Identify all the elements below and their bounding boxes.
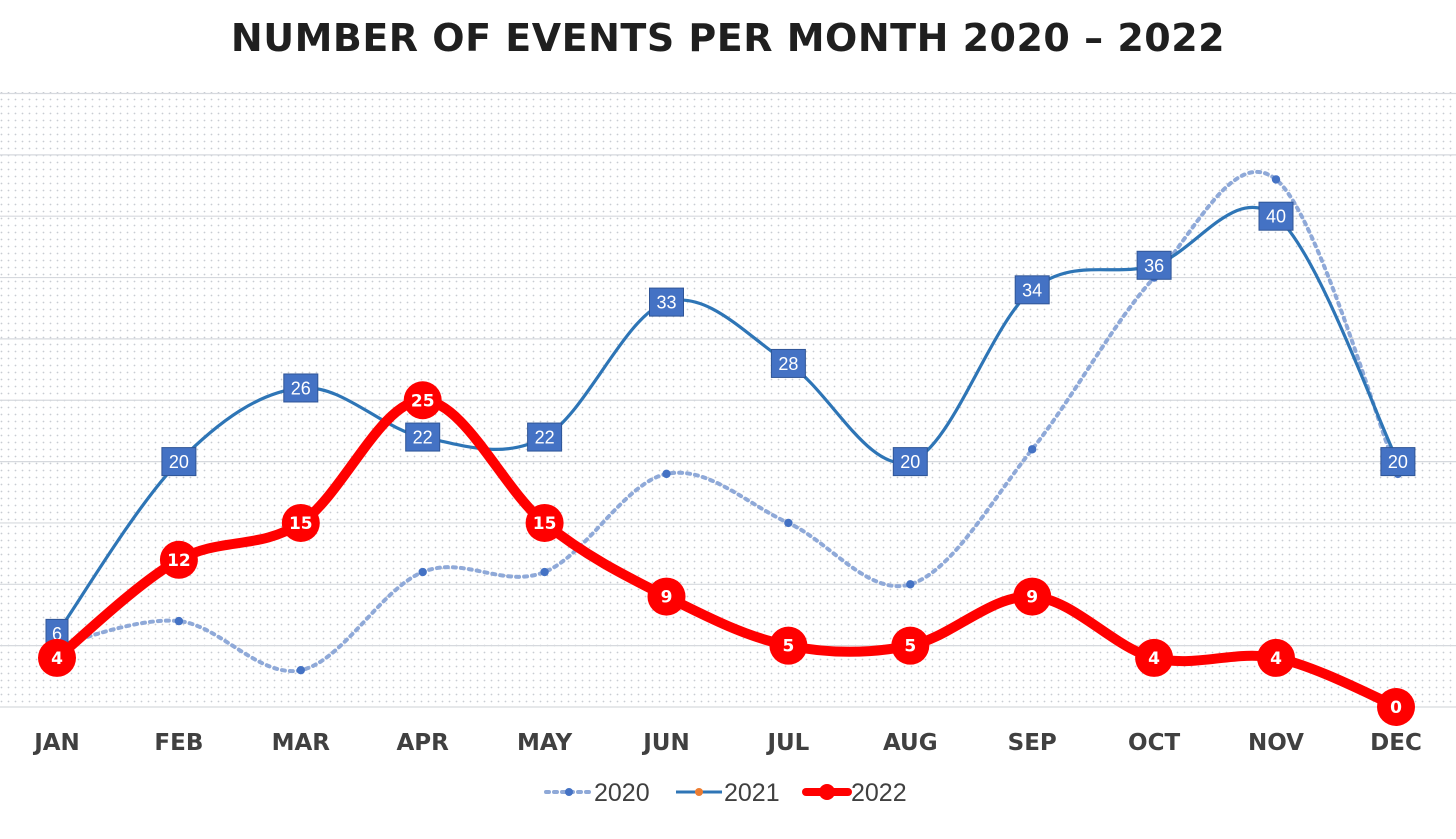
data-label-2021: 22 bbox=[413, 428, 433, 448]
x-tick-label: DEC bbox=[1370, 730, 1422, 756]
legend-label-2021: 2021 bbox=[724, 779, 780, 807]
legend-marker-2020 bbox=[565, 788, 573, 796]
data-point-2020 bbox=[1028, 445, 1037, 454]
data-marker-2021 bbox=[770, 348, 806, 378]
legend-marker-2021 bbox=[695, 788, 703, 796]
data-marker-2021 bbox=[649, 287, 684, 317]
data-marker-2022 bbox=[281, 503, 320, 542]
data-label-2022: 9 bbox=[1026, 588, 1038, 608]
data-point-2020 bbox=[784, 518, 793, 528]
data-label-2022: 0 bbox=[1390, 698, 1402, 718]
data-label-2022: 4 bbox=[1270, 649, 1282, 669]
data-marker-2022 bbox=[891, 626, 930, 665]
data-marker-2021 bbox=[1380, 447, 1416, 477]
x-tick-label: AUG bbox=[883, 730, 938, 756]
data-point-2020 bbox=[1271, 175, 1281, 184]
data-label-2021: 36 bbox=[1144, 256, 1164, 276]
data-label-2021: 6 bbox=[52, 624, 62, 644]
data-label-2021: 40 bbox=[1266, 207, 1286, 227]
x-tick-label: JUL bbox=[765, 730, 809, 756]
data-label-2022: 5 bbox=[782, 637, 794, 657]
data-marker-2022 bbox=[38, 638, 76, 677]
legend-marker-2022 bbox=[819, 784, 835, 800]
data-marker-2021 bbox=[405, 422, 441, 452]
data-label-2021: 22 bbox=[535, 428, 555, 448]
x-tick-label: APR bbox=[397, 730, 450, 756]
data-marker-2022 bbox=[1013, 577, 1052, 616]
legend-label-2020: 2020 bbox=[594, 779, 650, 807]
data-marker-2021 bbox=[283, 373, 319, 403]
data-label-2021: 20 bbox=[1388, 452, 1408, 472]
legend-entry-2022: 2022 bbox=[802, 779, 907, 807]
data-label-2022: 5 bbox=[904, 637, 916, 657]
data-point-2020 bbox=[662, 469, 671, 479]
x-tick-label: FEB bbox=[154, 730, 203, 756]
data-point-2020 bbox=[540, 567, 549, 577]
x-tick-label: JAN bbox=[32, 730, 80, 756]
data-marker-2022 bbox=[403, 381, 442, 420]
data-label-2021: 20 bbox=[900, 452, 920, 472]
data-label-2021: 28 bbox=[778, 354, 798, 374]
data-marker-2021 bbox=[1136, 250, 1172, 280]
plot-area bbox=[0, 92, 1456, 707]
data-marker-2021 bbox=[1014, 275, 1050, 305]
data-marker-2021 bbox=[161, 447, 197, 477]
data-label-2022: 25 bbox=[411, 391, 435, 411]
x-tick-label: MAY bbox=[517, 730, 572, 756]
data-point-2020 bbox=[418, 567, 427, 577]
data-marker-2022 bbox=[1135, 638, 1174, 677]
legend-label-2022: 2022 bbox=[851, 779, 907, 807]
data-label-2021: 34 bbox=[1022, 280, 1042, 300]
data-label-2022: 15 bbox=[533, 514, 557, 534]
x-tick-label: OCT bbox=[1128, 730, 1180, 756]
data-marker-2022 bbox=[647, 577, 686, 616]
data-point-2020 bbox=[906, 580, 915, 589]
data-marker-2021 bbox=[527, 422, 563, 452]
data-label-2022: 15 bbox=[289, 514, 313, 534]
data-label-2021: 26 bbox=[291, 378, 311, 398]
data-label-2022: 9 bbox=[661, 588, 673, 608]
legend-entry-2020: 2020 bbox=[544, 779, 650, 807]
x-tick-label: MAR bbox=[272, 730, 331, 756]
legend-entry-2021: 2021 bbox=[676, 779, 780, 807]
data-label-2021: 33 bbox=[656, 293, 676, 313]
data-marker-2021 bbox=[892, 447, 928, 477]
x-tick-label: SEP bbox=[1008, 730, 1057, 756]
data-point-2020 bbox=[174, 616, 184, 626]
data-marker-2022 bbox=[1377, 688, 1415, 726]
x-tick-label: JUN bbox=[641, 730, 689, 756]
data-label-2021: 20 bbox=[169, 452, 189, 472]
chart-title: NUMBER OF EVENTS PER MONTH 2020 – 2022 bbox=[230, 16, 1226, 60]
data-label-2022: 12 bbox=[167, 551, 191, 571]
data-marker-2021 bbox=[1258, 201, 1294, 231]
data-point-2020 bbox=[296, 665, 305, 675]
data-marker-2022 bbox=[525, 503, 564, 542]
data-marker-2022 bbox=[159, 540, 198, 579]
data-marker-2022 bbox=[1257, 638, 1295, 677]
data-label-2022: 4 bbox=[51, 649, 63, 669]
data-marker-2022 bbox=[769, 626, 808, 665]
x-tick-label: NOV bbox=[1248, 730, 1304, 756]
data-label-2022: 4 bbox=[1148, 649, 1160, 669]
